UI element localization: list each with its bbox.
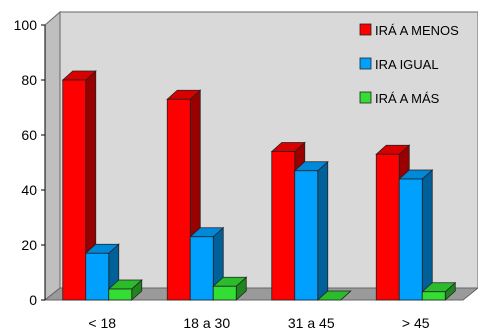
- y-tick-label: 40: [21, 182, 37, 198]
- legend-item: IRA IGUAL: [359, 57, 439, 72]
- bar-2-4: [398, 169, 434, 301]
- y-tick-label: 0: [29, 292, 37, 308]
- x-tick-label: > 45: [402, 315, 430, 331]
- bar-front: [212, 285, 237, 301]
- y-tick-label: 80: [21, 72, 37, 88]
- legend: IRÁ A MENOS IRA IGUAL IRÁ A MÁS: [359, 23, 459, 106]
- bar-3-3: [316, 290, 352, 301]
- x-tick-label: 18 a 30: [183, 315, 230, 331]
- bar-front: [421, 291, 446, 301]
- legend-item: IRÁ A MÁS: [359, 91, 440, 106]
- bar-front: [189, 236, 214, 301]
- legend-label: IRÁ A MÁS: [375, 91, 440, 106]
- bar-3-1: [107, 279, 143, 301]
- bar-3-4: [421, 281, 457, 301]
- y-tick-label: 20: [21, 237, 37, 253]
- bar-front: [166, 98, 191, 301]
- legend-label: IRÁ A MENOS: [375, 23, 459, 38]
- legend-swatch: [359, 23, 372, 36]
- bar-3-2: [212, 276, 248, 301]
- x-tick-label: 31 a 45: [288, 315, 335, 331]
- plot-side-wall: [44, 10, 61, 302]
- bar-front: [375, 153, 400, 301]
- y-axis-ticks: 0 20 40 60 80 100: [14, 17, 45, 308]
- y-tick-label: 60: [21, 127, 37, 143]
- bar-side: [317, 160, 329, 301]
- bar-front: [271, 151, 296, 301]
- bar-front: [62, 79, 87, 301]
- bar-2-3: [293, 160, 329, 301]
- bar-front: [398, 178, 423, 301]
- y-tick-label: 100: [14, 17, 38, 33]
- bar-front: [294, 170, 319, 301]
- legend-label: IRA IGUAL: [375, 57, 439, 72]
- legend-item: IRÁ A MENOS: [359, 23, 459, 38]
- x-tick-label: < 18: [88, 315, 116, 331]
- bar-group: [61, 70, 457, 301]
- legend-swatch: [359, 91, 372, 104]
- bar-front: [85, 252, 110, 301]
- bar-front: [108, 288, 133, 301]
- bar-top: [316, 290, 352, 301]
- x-axis-labels: < 18 18 a 30 31 a 45 > 45: [88, 315, 429, 331]
- bar-side: [421, 169, 433, 301]
- legend-swatch: [359, 57, 372, 70]
